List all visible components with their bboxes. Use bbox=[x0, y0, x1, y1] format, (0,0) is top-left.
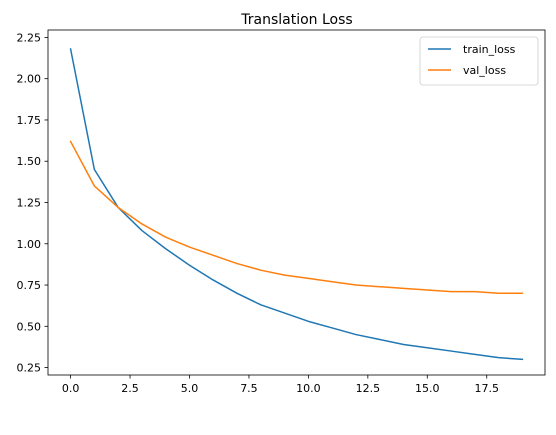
x-tick-label: 17.5 bbox=[474, 382, 499, 395]
series-layer bbox=[69, 48, 524, 361]
y-tick-label: 0.25 bbox=[17, 362, 42, 375]
legend: train_loss val_loss bbox=[419, 36, 539, 86]
y-tick-label: 1.75 bbox=[17, 114, 42, 127]
y-tick-label: 1.50 bbox=[17, 155, 42, 168]
x-tick-label: 7.5 bbox=[240, 382, 258, 395]
x-tick-label: 2.5 bbox=[121, 382, 139, 395]
legend-label-train-loss: train_loss bbox=[463, 43, 516, 56]
x-axis: 0.0 2.5 5.0 7.5 10.0 12.5 15.0 17.5 bbox=[62, 375, 499, 395]
legend-label-val-loss: val_loss bbox=[463, 64, 506, 77]
y-tick-label: 1.00 bbox=[17, 238, 42, 251]
y-tick-label: 1.25 bbox=[17, 197, 42, 210]
y-tick-label: 2.25 bbox=[17, 31, 42, 44]
y-tick-label: 0.75 bbox=[17, 279, 42, 292]
x-tick-label: 15.0 bbox=[415, 382, 440, 395]
y-tick-label: 0.50 bbox=[17, 320, 42, 333]
chart-title: Translation Loss bbox=[240, 12, 352, 28]
series-line-val-loss bbox=[69, 140, 524, 295]
y-tick-label: 2.00 bbox=[17, 73, 42, 86]
plot-area-frame bbox=[47, 29, 546, 376]
x-tick-label: 5.0 bbox=[181, 382, 199, 395]
y-axis: 0.25 0.50 0.75 1.00 1.25 1.50 1.75 2.00 2.25 bbox=[17, 31, 48, 375]
x-tick-label: 12.5 bbox=[356, 382, 381, 395]
x-tick-label: 10.0 bbox=[296, 382, 321, 395]
x-tick-label: 0.0 bbox=[62, 382, 80, 395]
series-line-train-loss bbox=[69, 48, 524, 361]
